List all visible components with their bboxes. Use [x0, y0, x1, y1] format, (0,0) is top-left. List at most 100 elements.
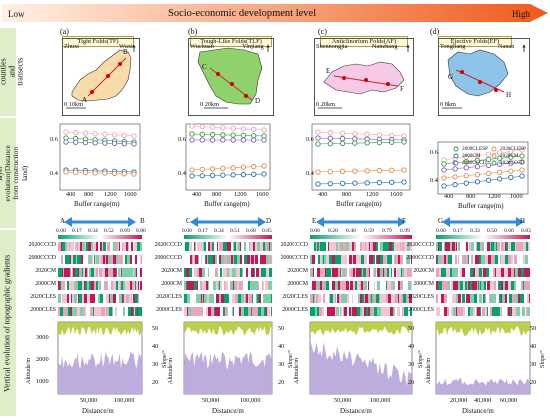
heatmap-cell — [218, 281, 219, 290]
heatmap-cell — [526, 294, 527, 303]
heatmap-cell — [402, 242, 404, 251]
heatmap-cell — [447, 307, 449, 316]
heatmap-cell — [255, 268, 256, 277]
heatmap-cell — [238, 242, 240, 251]
heatmap-cell — [520, 307, 522, 316]
heatmap-cell — [333, 294, 335, 303]
heatmap-cell — [364, 242, 365, 251]
heatmap-cell — [126, 294, 129, 303]
heatmap-cell — [392, 255, 394, 264]
heatmap-cell — [465, 268, 468, 277]
heatmap-cell — [310, 294, 313, 303]
heatmap-cell — [493, 242, 494, 251]
heatmap-cell — [197, 242, 200, 251]
buffer-point — [131, 171, 137, 177]
heatmap-cell — [216, 281, 217, 290]
heatmap-cell — [91, 281, 94, 290]
map-c-point-end: F — [400, 85, 404, 93]
heatmap-cell — [215, 307, 218, 316]
heatmap-cell — [505, 281, 508, 290]
heatmap-cell — [202, 281, 203, 290]
heatmap-cell — [319, 307, 322, 316]
heatmap-cell — [195, 255, 198, 264]
buffer-point — [376, 139, 383, 146]
heatmap-cell — [326, 268, 328, 277]
heatmap-cell — [134, 242, 137, 251]
buffer-point — [63, 139, 69, 145]
heatmap-cell — [351, 307, 352, 316]
heatmap-cell — [210, 281, 213, 290]
heatmap-cell — [459, 255, 462, 264]
heatmap-cell — [121, 268, 122, 277]
heatmap-cell — [339, 242, 341, 251]
buffer-point — [315, 129, 321, 135]
heatmap-cell — [436, 242, 438, 251]
buffer-point — [209, 131, 216, 138]
heatmap-cell — [349, 268, 351, 277]
buffer-point — [230, 172, 236, 178]
heatmap-cell — [243, 268, 246, 277]
heatmap-cell — [106, 307, 109, 316]
heatmap-cell — [121, 281, 123, 290]
heatmap-cell — [266, 307, 267, 316]
heatmap-cell — [396, 268, 397, 277]
heatmap-cell — [90, 307, 93, 316]
heatmap-cell — [389, 242, 391, 251]
transect-a-start: A — [60, 217, 66, 225]
heatmap-cell — [387, 281, 389, 290]
heatmap-cell — [116, 255, 118, 264]
heatmap-cell — [346, 242, 349, 251]
heatmap-cell — [108, 268, 109, 277]
heatmap-cell — [457, 242, 458, 251]
heatmap-cell — [450, 255, 452, 264]
heatmap-cell — [62, 294, 64, 303]
buffer-frame — [185, 123, 271, 191]
map-d-point-end: H — [506, 91, 512, 99]
heatmap-cell — [516, 307, 518, 316]
heatmap-cell — [212, 294, 214, 303]
heatmap-cell — [453, 281, 456, 290]
heatmap-cell — [252, 307, 255, 316]
heatmap-cell — [138, 294, 139, 303]
heatmap-cell — [318, 294, 320, 303]
heatmap-cell — [226, 294, 229, 303]
heatmap-cell — [60, 307, 63, 316]
heatmap-cell — [240, 307, 241, 316]
map-a-left-county: Zhuxi — [64, 43, 80, 50]
heatmap-cell — [370, 307, 372, 316]
heatmap-cell — [188, 307, 191, 316]
heatmap-cell — [123, 255, 125, 264]
heatmap-cell — [335, 255, 338, 264]
heatmap-cell — [403, 294, 406, 303]
heatmap-cell — [392, 242, 393, 251]
buffer-point — [474, 153, 481, 159]
heatmap-cell — [465, 294, 466, 303]
heatmap-cell — [498, 281, 501, 290]
heatmap-cell — [87, 268, 88, 277]
heatmap-cell — [186, 268, 189, 277]
heatmap-cell — [85, 307, 86, 316]
heatmap-cell — [67, 242, 69, 251]
heatmap-cell — [242, 268, 243, 277]
heatmap-cell — [388, 294, 391, 303]
buffer-point — [92, 140, 98, 146]
heatmap-cell — [458, 281, 460, 290]
buffer-point — [240, 171, 247, 178]
heatmap-cell — [227, 242, 229, 251]
heatmap-cell — [205, 268, 208, 277]
transect-arrow-head-right — [128, 217, 136, 227]
buffer-point — [339, 130, 346, 136]
heatmap-cell — [102, 242, 103, 251]
heatmap-cell — [374, 294, 376, 303]
heatmap-cell — [62, 255, 63, 264]
heatmap-cell — [215, 255, 217, 264]
heatmap-cell — [515, 268, 518, 277]
heatmap-cell — [240, 242, 241, 251]
heatmap-cell — [138, 281, 139, 290]
heatmap-cell — [74, 281, 75, 290]
heatmap-cell — [496, 268, 499, 277]
heatmap-cell — [345, 268, 347, 277]
heatmap-cell — [364, 255, 367, 264]
heatmap-cell — [336, 242, 338, 251]
